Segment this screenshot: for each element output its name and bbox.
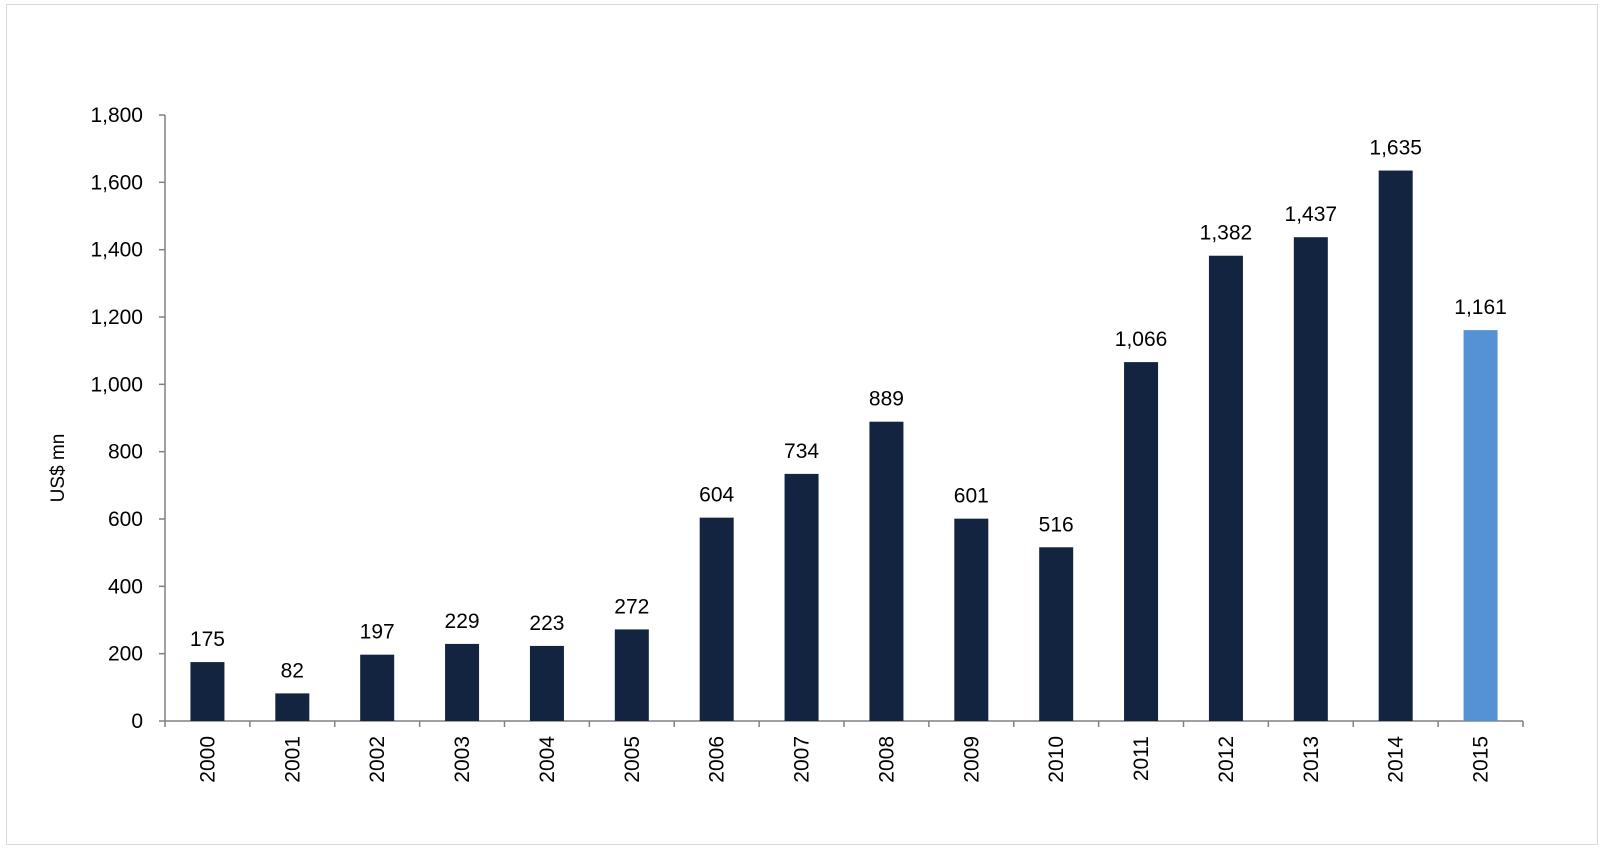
y-tick-label: 1,400 bbox=[90, 239, 143, 262]
bar-2003 bbox=[445, 643, 480, 721]
data-label-2010: 516 bbox=[1039, 513, 1074, 536]
bar-2009 bbox=[954, 518, 989, 721]
data-label-2009: 601 bbox=[954, 485, 989, 508]
x-tick-label: 2002 bbox=[366, 736, 389, 783]
bar-2014 bbox=[1378, 170, 1413, 722]
y-tick-label: 800 bbox=[108, 441, 143, 464]
data-label-2000: 175 bbox=[190, 628, 225, 651]
bar-2013 bbox=[1293, 237, 1328, 721]
data-label-2008: 889 bbox=[869, 388, 904, 411]
data-label-2015: 1,161 bbox=[1454, 296, 1507, 319]
bar-2004 bbox=[529, 645, 564, 721]
y-tick-label: 1,200 bbox=[90, 306, 143, 329]
y-axis: 0 200 400 600 800 1,000 1,200 1,400 1,600 1,800 bbox=[90, 104, 166, 733]
x-tick-label: 2004 bbox=[536, 736, 559, 783]
x-tick-label: 2007 bbox=[791, 736, 814, 783]
data-label-2001: 82 bbox=[281, 659, 304, 682]
x-tick-label: 2013 bbox=[1300, 736, 1323, 783]
bar-series bbox=[190, 170, 1498, 722]
x-tick-label: 2014 bbox=[1385, 736, 1408, 783]
bar-2010 bbox=[1039, 547, 1074, 721]
y-tick-label: 1,000 bbox=[90, 373, 143, 396]
data-label-2006: 604 bbox=[699, 484, 734, 507]
x-tick-label: 2000 bbox=[196, 736, 219, 783]
x-tick-label: 2008 bbox=[875, 736, 898, 783]
x-axis: 2000 2001 2002 2003 2004 2005 2006 2007 2008 2009… bbox=[164, 720, 1524, 783]
x-tick-label: 2001 bbox=[281, 736, 304, 783]
data-label-2005: 272 bbox=[614, 595, 649, 618]
data-label-2003: 229 bbox=[445, 610, 480, 633]
bar-2000 bbox=[190, 662, 225, 721]
x-tick-label: 2012 bbox=[1215, 736, 1238, 783]
data-label-2012: 1,382 bbox=[1200, 222, 1253, 245]
x-tick-label: 2009 bbox=[960, 736, 983, 783]
y-tick-label: 1,800 bbox=[90, 104, 143, 127]
data-label-2014: 1,635 bbox=[1369, 137, 1422, 160]
data-label-2013: 1,437 bbox=[1285, 203, 1338, 226]
x-tick-label: 2006 bbox=[706, 736, 729, 783]
bar-2001 bbox=[275, 693, 310, 721]
data-label-2007: 734 bbox=[784, 440, 819, 463]
data-label-2011: 1,066 bbox=[1115, 328, 1168, 351]
x-tick-label: 2015 bbox=[1470, 736, 1493, 783]
bar-2006 bbox=[699, 517, 734, 721]
y-tick-label: 0 bbox=[131, 710, 143, 733]
bar-2011 bbox=[1124, 362, 1159, 721]
x-tick-label: 2010 bbox=[1045, 736, 1068, 783]
x-tick-label: 2005 bbox=[621, 736, 644, 783]
y-tick-label: 1,600 bbox=[90, 171, 143, 194]
y-tick-label: 200 bbox=[108, 643, 143, 666]
data-label-2004: 223 bbox=[529, 612, 564, 635]
y-tick-label: 600 bbox=[108, 508, 143, 531]
y-axis-title: US$ mn bbox=[48, 434, 69, 503]
data-labels: 175 82 197 229 223 272 604 734 889 601 516 1,066 1,3… bbox=[190, 137, 1507, 683]
x-tick-label: 2011 bbox=[1130, 736, 1153, 781]
bar-2005 bbox=[614, 629, 649, 721]
bar-2012 bbox=[1208, 255, 1243, 721]
bar-2007 bbox=[784, 473, 819, 721]
x-tick-label: 2003 bbox=[451, 736, 474, 783]
bar-2002 bbox=[360, 654, 395, 721]
bar-2008 bbox=[869, 421, 904, 721]
data-label-2002: 197 bbox=[360, 621, 395, 644]
bar-2015 bbox=[1463, 330, 1498, 721]
y-tick-label: 400 bbox=[108, 575, 143, 598]
